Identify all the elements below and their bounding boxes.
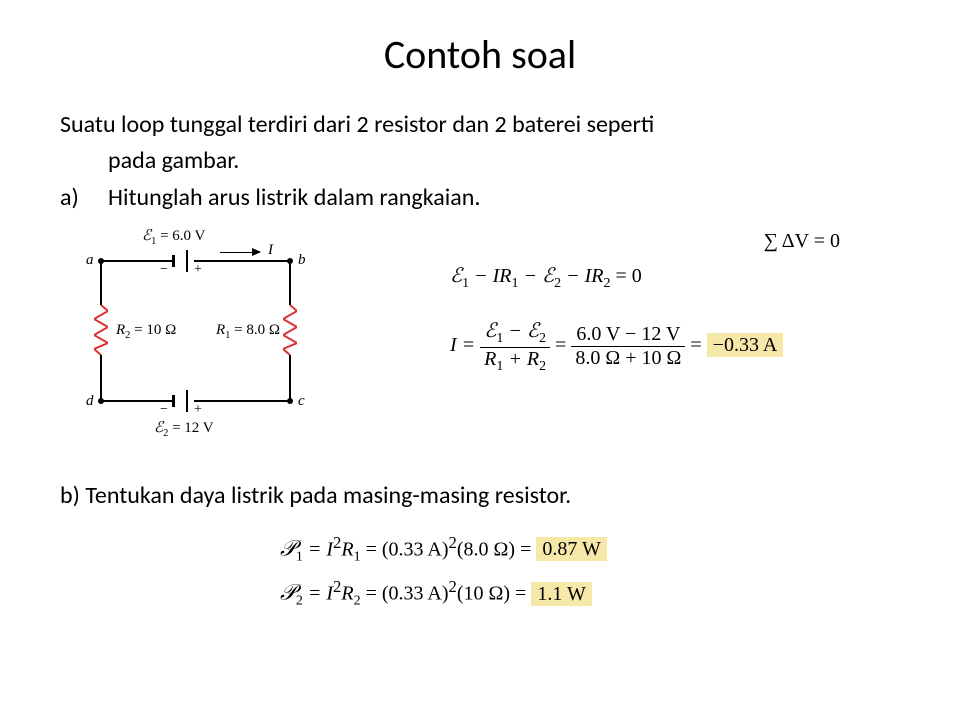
battery-1-plus: + [194, 262, 202, 278]
intro-line-2: pada gambar. [60, 145, 900, 177]
node-a-label: a [86, 252, 94, 269]
battery-1-minus: − [160, 262, 168, 278]
node-d-label: d [86, 393, 94, 410]
part-a-text: Hitunglah arus listrik dalam rangkaian. [108, 182, 480, 214]
part-b-equations: 𝒫1 = I2R1 = (0.33 A)2(8.0 Ω) = 0.87 W 𝒫2… [60, 533, 900, 610]
r1-label: R1 = 8.0 Ω [216, 322, 280, 341]
battery-2-minus: − [160, 402, 168, 418]
emf2-label: ℰ2 = 12 V [154, 418, 214, 439]
battery-2-icon [172, 389, 192, 413]
node-b-label: b [298, 252, 306, 269]
part-a-marker: a) [60, 182, 108, 214]
current-arrow-icon [220, 252, 260, 253]
answer-p2: 1.1 W [531, 582, 592, 606]
node-c-label: c [298, 393, 305, 410]
part-b-prompt: b) Tentukan daya listrik pada masing-mas… [60, 480, 900, 512]
eq-sum-dv: ∑ ΔV = 0 [450, 230, 900, 253]
r2-label: R2 = 10 Ω [116, 322, 176, 341]
part-a-content: − + − + I a [60, 220, 900, 450]
eq-power-r1: 𝒫1 = I2R1 = (0.33 A)2(8.0 Ω) = 0.87 W [280, 533, 900, 566]
resistor-r1-icon [283, 305, 297, 355]
circuit-diagram: − + − + I a [60, 220, 330, 450]
answer-current: −0.33 A [707, 333, 784, 357]
part-a-equations: ∑ ΔV = 0 ℰ1 − IR1 − ℰ2 − IR2 = 0 I = ℰ1 … [330, 220, 900, 385]
battery-1-icon [172, 249, 192, 273]
part-a-prompt: a) Hitunglah arus listrik dalam rangkaia… [60, 182, 900, 214]
intro-line-1: Suatu loop tunggal terdiri dari 2 resist… [60, 109, 900, 141]
current-label: I [268, 242, 273, 259]
eq-current-solve: I = ℰ1 − ℰ2 R1 + R2 = 6.0 V − 12 V 8.0 Ω… [450, 318, 900, 375]
page-title: Contoh soal [60, 30, 900, 79]
eq-power-r2: 𝒫2 = I2R2 = (0.33 A)2(10 Ω) = 1.1 W [280, 577, 900, 610]
answer-p1: 0.87 W [536, 537, 607, 561]
battery-2-plus: + [194, 402, 202, 418]
resistor-r2-icon [94, 305, 108, 355]
eq-kvl: ℰ1 − IR1 − ℰ2 − IR2 = 0 [450, 263, 900, 292]
emf1-label: ℰ1 = 6.0 V [142, 226, 205, 247]
